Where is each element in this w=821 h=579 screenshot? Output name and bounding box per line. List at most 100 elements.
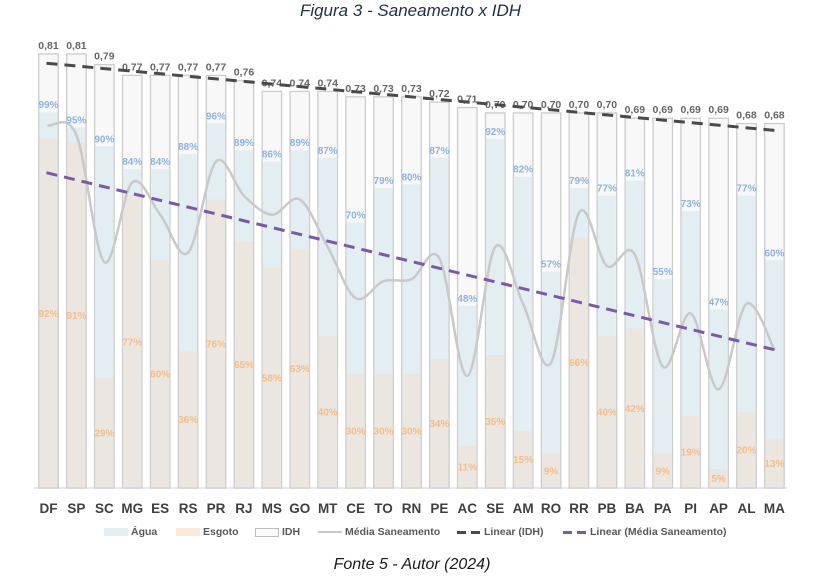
category-tick-label: AP	[709, 501, 728, 516]
idh-data-label: 0,79	[94, 51, 115, 63]
esgoto-data-label: 35%	[485, 417, 505, 428]
agua-data-label: 89%	[234, 138, 254, 149]
category-tick-label: DF	[40, 501, 58, 516]
legend-label-idh: IDH	[282, 526, 301, 538]
category-tick-label: PI	[684, 501, 697, 516]
category-tick-label: AM	[513, 501, 534, 516]
esgoto-data-label: 40%	[318, 408, 338, 419]
esgoto-bar	[151, 260, 170, 488]
idh-data-label: 0,69	[653, 104, 674, 116]
agua-data-label: 92%	[485, 127, 505, 138]
category-tick-label: CE	[346, 501, 365, 516]
esgoto-data-label: 36%	[178, 415, 198, 426]
esgoto-data-label: 19%	[681, 447, 701, 458]
esgoto-bar	[625, 328, 644, 488]
idh-data-label: 0,81	[38, 40, 59, 52]
category-tick-label: MT	[318, 501, 338, 516]
esgoto-bar	[262, 267, 281, 488]
legend-item-esgoto: Esgoto	[176, 524, 239, 540]
legend-item-linear-idh: Linear (IDH)	[457, 524, 544, 540]
agua-data-label: 80%	[401, 172, 421, 183]
agua-data-label: 95%	[66, 115, 86, 126]
legend-swatch-media	[318, 531, 342, 533]
esgoto-data-label: 9%	[656, 466, 671, 477]
agua-data-label: 79%	[569, 176, 589, 187]
category-tick-label: PE	[430, 501, 448, 516]
esgoto-bar	[207, 199, 225, 488]
agua-bar	[653, 279, 672, 488]
chart-title: Figura 3 - Saneamento x IDH	[299, 1, 522, 20]
legend-label-media: Média Saneamento	[345, 526, 441, 538]
esgoto-data-label: 29%	[94, 428, 114, 439]
esgoto-data-label: 30%	[346, 427, 366, 438]
esgoto-data-label: 42%	[625, 404, 645, 415]
idh-data-label: 0,81	[66, 40, 87, 52]
category-tick-label: TO	[374, 501, 393, 516]
esgoto-data-label: 60%	[150, 370, 170, 381]
agua-data-label: 89%	[290, 138, 310, 149]
category-tick-label: MS	[262, 501, 282, 516]
idh-data-label: 0,73	[401, 83, 422, 95]
agua-data-label: 96%	[206, 112, 226, 123]
figure-caption: Fonte 5 - Autor (2024)	[333, 556, 491, 573]
linear-idh-trendline	[46, 61, 775, 132]
agua-data-label: 70%	[346, 210, 366, 221]
idh-data-label: 0,76	[234, 67, 255, 79]
agua-data-label: 84%	[150, 157, 170, 168]
esgoto-data-label: 65%	[234, 360, 254, 371]
category-tick-label: PB	[598, 501, 617, 516]
category-tick-label: PA	[654, 501, 672, 516]
category-tick-label: PR	[207, 501, 226, 516]
agua-data-label: 73%	[681, 199, 701, 210]
esgoto-bar	[346, 374, 365, 488]
esgoto-data-label: 40%	[597, 408, 617, 419]
agua-data-label: 55%	[653, 267, 673, 278]
idh-data-label: 0,68	[764, 110, 785, 122]
category-tick-label: BA	[625, 501, 645, 516]
agua-data-label: 77%	[597, 184, 617, 195]
esgoto-data-label: 5%	[711, 474, 726, 485]
category-tick-label: AC	[458, 501, 478, 516]
agua-data-label: 79%	[374, 176, 394, 187]
esgoto-data-label: 77%	[122, 337, 142, 348]
esgoto-bar	[318, 336, 337, 488]
category-tick-label: RR	[569, 501, 589, 516]
category-tick-label: ES	[151, 501, 169, 516]
agua-data-label: 90%	[94, 134, 114, 145]
agua-bar	[765, 260, 784, 488]
legend-label-agua: Água	[131, 526, 158, 538]
agua-bar	[542, 271, 561, 488]
esgoto-data-label: 11%	[458, 463, 478, 474]
legend-item-agua: Água	[104, 524, 157, 540]
idh-data-label: 0,69	[680, 104, 701, 116]
category-tick-label: RS	[179, 501, 198, 516]
category-tick-label: GO	[289, 501, 310, 516]
idh-data-label: 0,72	[429, 88, 450, 100]
idh-data-label: 0,70	[569, 99, 590, 111]
category-tick-label: AL	[738, 501, 756, 516]
esgoto-data-label: 30%	[374, 427, 394, 438]
agua-data-label: 82%	[513, 165, 533, 176]
data-labels-layer: 0,81 99% 92% 0,81 95% 91% 0,79 90% 29% 0,77 84% 77%…	[38, 40, 785, 485]
esgoto-bar	[542, 453, 561, 488]
legend-label-linear-media: Linear (Média Saneamento)	[590, 526, 727, 538]
esgoto-data-label: 76%	[206, 339, 226, 350]
legend-swatch-linear-idh	[457, 530, 481, 534]
idh-data-label: 0,77	[150, 61, 171, 73]
esgoto-bar	[290, 248, 309, 488]
esgoto-bar	[402, 374, 421, 488]
legend-swatch-linear-media	[563, 530, 587, 534]
agua-data-label: 57%	[541, 260, 561, 271]
legend-item-media: Média Saneamento	[318, 524, 440, 540]
chart-legend: Água Esgoto IDH Média Saneamento Linear …	[0, 524, 821, 540]
legend-item-linear-media: Linear (Média Saneamento)	[563, 524, 727, 540]
esgoto-bar	[123, 195, 142, 488]
esgoto-data-label: 63%	[290, 364, 310, 375]
esgoto-bar	[95, 377, 114, 488]
legend-label-linear-idh: Linear (IDH)	[484, 526, 544, 538]
esgoto-bar	[39, 138, 58, 488]
legend-swatch-agua	[104, 528, 128, 536]
esgoto-data-label: 13%	[764, 459, 784, 470]
category-tick-label: MG	[121, 501, 143, 516]
idh-data-label: 0,71	[457, 94, 478, 106]
